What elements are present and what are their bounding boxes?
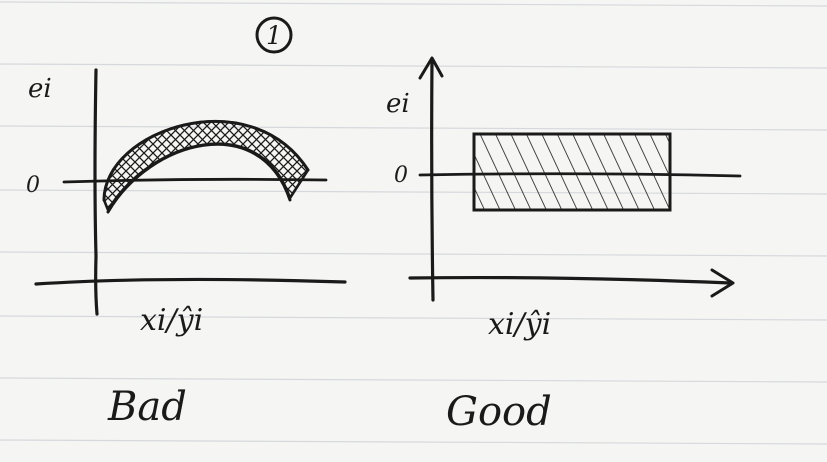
panel-bad: ei 0 xi/ŷi Bad bbox=[26, 68, 347, 430]
x-axis-good bbox=[408, 275, 732, 285]
x-axis-label-bad: xi/ŷi bbox=[140, 303, 203, 338]
x-axis-bad bbox=[34, 277, 347, 286]
x-axis-label-good: xi/ŷi bbox=[488, 307, 551, 342]
y-axis-label-bad: ei bbox=[28, 74, 52, 104]
figure-number-marker: 1 bbox=[255, 16, 293, 54]
panel-good: ei 0 xi/ŷi Good bbox=[386, 56, 742, 435]
y-axis-arrowhead bbox=[418, 56, 444, 80]
residual-band-bad bbox=[102, 120, 310, 212]
y-axis-bad bbox=[93, 68, 99, 316]
residual-band-good bbox=[472, 132, 672, 212]
ruled-lines bbox=[0, 1, 827, 445]
y-axis-good bbox=[430, 58, 435, 302]
zero-label-good: 0 bbox=[394, 163, 408, 188]
x-axis-arrowhead bbox=[710, 268, 735, 298]
y-axis-label-good: ei bbox=[386, 89, 410, 119]
zero-label-bad: 0 bbox=[26, 173, 40, 198]
figure-number: 1 bbox=[266, 21, 282, 50]
caption-bad: Bad bbox=[107, 384, 187, 430]
caption-good: Good bbox=[446, 389, 552, 435]
